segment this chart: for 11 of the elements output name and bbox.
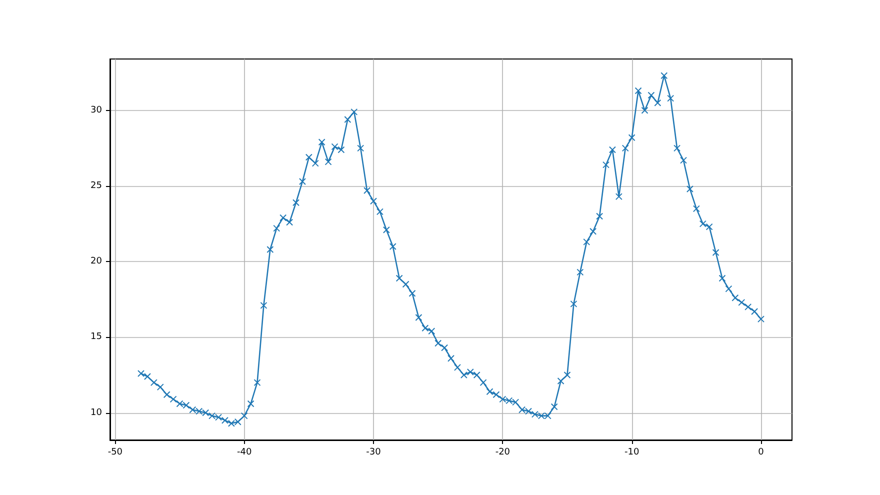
x-tick-label: -20 bbox=[495, 448, 510, 458]
x-tick-label: -10 bbox=[624, 448, 640, 458]
x-tick-label: 0 bbox=[758, 448, 764, 458]
y-tick-label: 25 bbox=[90, 181, 102, 191]
x-tick-label: -40 bbox=[236, 448, 252, 458]
y-tick-label: 15 bbox=[90, 332, 102, 342]
x-tick-label: -50 bbox=[108, 448, 123, 458]
x-tick-label: -30 bbox=[366, 448, 382, 458]
y-tick-label: 30 bbox=[90, 105, 102, 116]
y-tick-label: 10 bbox=[90, 408, 102, 418]
y-tick-label: 20 bbox=[90, 256, 102, 267]
